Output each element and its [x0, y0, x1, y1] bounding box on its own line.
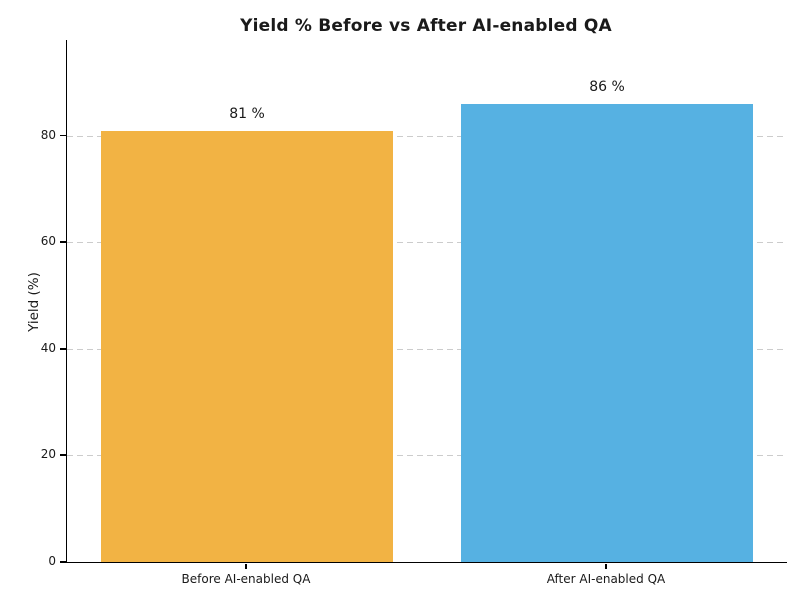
x-tick-mark [245, 564, 247, 569]
y-tick-label: 20 [40, 447, 56, 462]
x-tick-label: Before AI-enabled QA [181, 572, 311, 586]
plot-area: 81 % 86 % [66, 40, 787, 563]
bar-after [461, 103, 753, 562]
y-tick-mark [60, 561, 66, 563]
x-tick-label: After AI-enabled QA [546, 572, 666, 586]
y-tick-label: 0 [48, 554, 56, 568]
gridline [67, 348, 787, 350]
y-tick-label: 40 [40, 340, 56, 355]
y-tick-label: 60 [40, 234, 56, 249]
gridline [67, 135, 787, 137]
bar-before [101, 130, 393, 562]
chart-title: Yield % Before vs After AI-enabled QA [240, 16, 612, 36]
y-tick-mark [60, 241, 66, 243]
gridline [67, 455, 787, 457]
y-tick-mark [60, 134, 66, 137]
x-tick-mark [605, 564, 607, 569]
y-tick-label: 80 [40, 127, 56, 142]
bar-value-label: 86 % [589, 79, 625, 95]
gridline [67, 242, 787, 244]
bar-value-label: 81 % [229, 106, 265, 122]
y-tick-mark [60, 347, 66, 350]
y-tick-mark [60, 454, 66, 457]
